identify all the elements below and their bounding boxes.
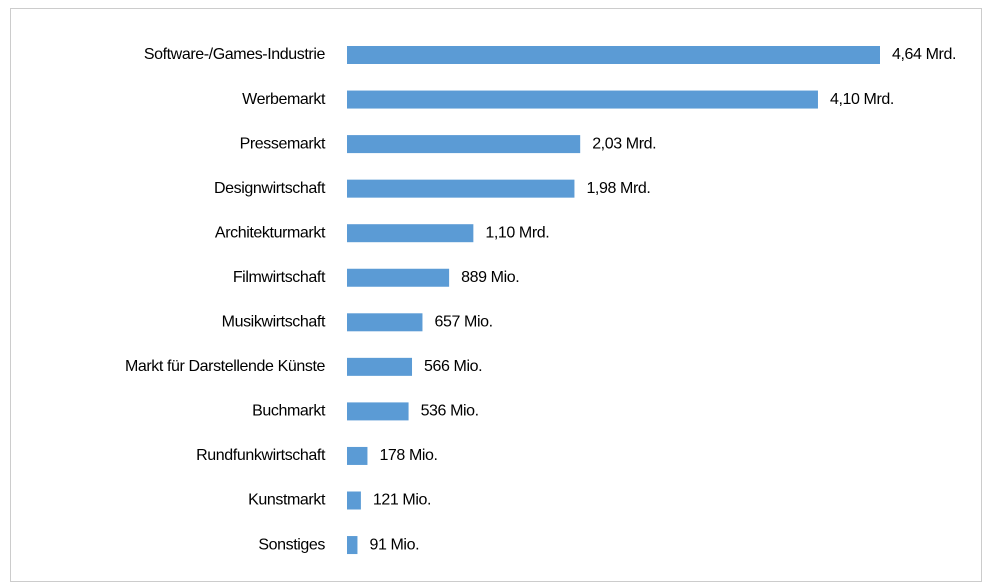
- category-label: Designwirtschaft: [214, 180, 326, 197]
- value-label: 2,03 Mrd.: [592, 135, 656, 152]
- bar: [347, 46, 880, 64]
- value-label: 1,98 Mrd.: [586, 180, 650, 197]
- value-label: 1,10 Mrd.: [485, 224, 549, 241]
- bar: [347, 402, 409, 421]
- category-label: Buchmarkt: [252, 403, 326, 420]
- category-label: Pressemarkt: [240, 135, 326, 152]
- category-label: Filmwirtschaft: [233, 269, 326, 286]
- category-label: Musikwirtschaft: [222, 314, 326, 331]
- bar: [347, 224, 474, 243]
- category-label: Kunstmarkt: [248, 492, 326, 509]
- bar: [347, 446, 368, 465]
- category-label: Sonstiges: [258, 536, 325, 553]
- category-label: Werbemarkt: [242, 91, 326, 108]
- value-label: 4,64 Mrd.: [892, 46, 956, 63]
- value-label: 536 Mio.: [421, 403, 479, 420]
- category-label: Architekturmarkt: [215, 224, 326, 241]
- bar: [347, 268, 450, 287]
- bar: [347, 357, 413, 376]
- value-label: 566 Mio.: [424, 358, 482, 375]
- value-label: 121 Mio.: [373, 492, 431, 509]
- value-label: 178 Mio.: [379, 447, 437, 464]
- bar: [347, 135, 581, 154]
- value-label: 4,10 Mrd.: [830, 91, 894, 108]
- bar: [347, 313, 423, 332]
- category-label: Rundfunkwirtschaft: [196, 447, 326, 464]
- bar: [347, 536, 358, 555]
- bar: [347, 90, 818, 109]
- value-label: 91 Mio.: [369, 536, 419, 553]
- bar: [347, 491, 361, 510]
- bar: [347, 179, 575, 198]
- value-label: 889 Mio.: [461, 269, 519, 286]
- category-label: Software-/Games-Industrie: [144, 46, 326, 63]
- value-label: 657 Mio.: [434, 314, 492, 331]
- category-label: Markt für Darstellende Künste: [125, 358, 326, 375]
